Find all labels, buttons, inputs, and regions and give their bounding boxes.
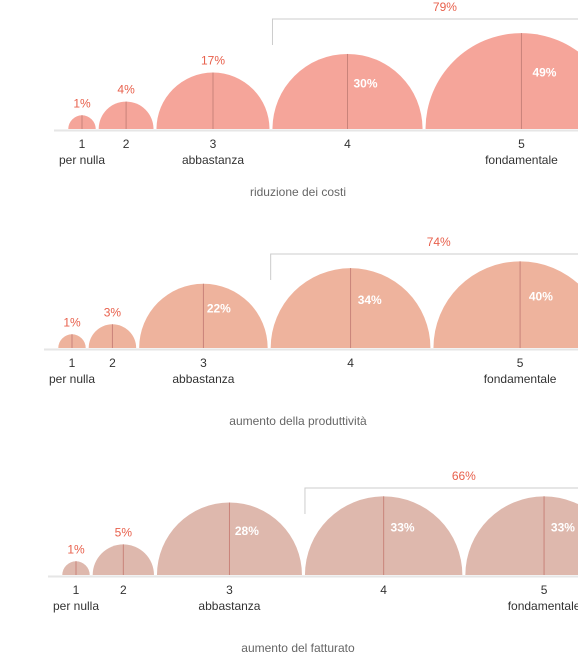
value-label-3: 22% [207,302,231,316]
value-label-4: 34% [358,293,382,307]
bracket-total-label: 74% [427,235,451,249]
chart-caption: aumento della produttività [229,414,367,428]
value-label-5: 33% [551,521,575,535]
value-label-4: 30% [354,77,378,91]
category-tick-1: 1 [79,137,86,151]
bracket [304,487,578,514]
category-tick-3: 3 [210,137,217,151]
category-tick-3: 3 [226,583,233,597]
category-tick-5: 5 [541,583,548,597]
category-label-5: fondamentale [508,599,578,613]
chart-caption: aumento del fatturato [241,641,355,655]
category-tick-4: 4 [380,583,387,597]
value-label-4: 33% [391,521,415,535]
value-label-5: 49% [532,65,556,79]
value-label-2: 5% [115,525,133,539]
category-tick-1: 1 [73,583,80,597]
value-label-5: 40% [529,289,553,303]
category-tick-3: 3 [200,356,207,370]
semicircle-5 [425,33,578,129]
bracket [270,253,578,280]
value-label-1: 1% [73,96,91,110]
value-label-1: 1% [67,542,85,556]
category-tick-5: 5 [518,137,525,151]
bracket-total-label: 79% [433,0,457,14]
value-label-1: 1% [63,315,81,329]
category-label-5: fondamentale [484,372,557,386]
value-label-3: 17% [201,54,225,68]
category-label-3: abbastanza [198,599,260,613]
category-label-3: abbastanza [172,372,234,386]
semicircle-5 [433,261,578,348]
category-tick-4: 4 [347,356,354,370]
category-tick-2: 2 [109,356,116,370]
category-label-5: fondamentale [485,153,558,167]
category-label-3: abbastanza [182,153,244,167]
value-label-2: 4% [117,83,135,97]
category-tick-5: 5 [517,356,524,370]
category-label-1: per nulla [49,372,95,386]
category-tick-2: 2 [123,137,130,151]
value-label-2: 3% [104,305,122,319]
bracket [271,18,578,45]
value-label-3: 28% [235,524,259,538]
category-tick-2: 2 [120,583,127,597]
chart-caption: riduzione dei costi [250,185,346,199]
category-label-1: per nulla [59,153,105,167]
semicircle-5 [465,496,578,575]
category-tick-1: 1 [69,356,76,370]
bracket-total-label: 66% [452,469,476,483]
category-tick-4: 4 [344,137,351,151]
category-label-1: per nulla [53,599,99,613]
